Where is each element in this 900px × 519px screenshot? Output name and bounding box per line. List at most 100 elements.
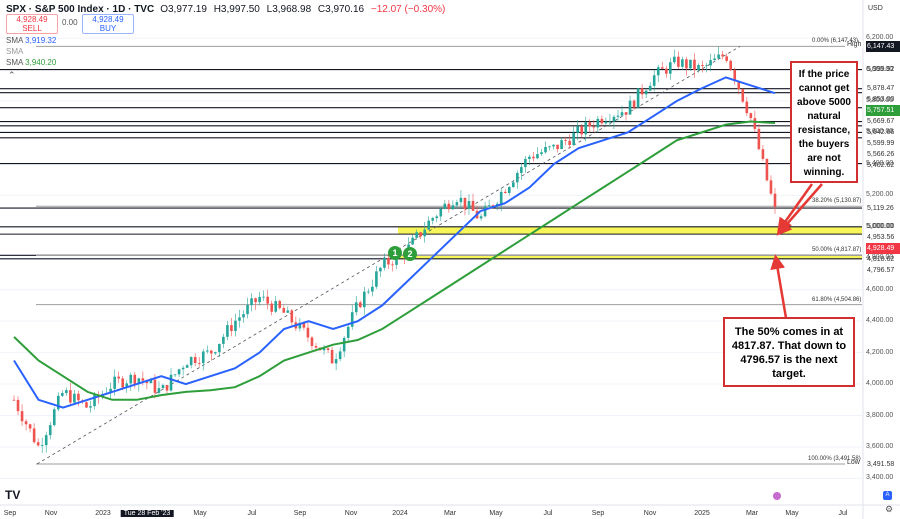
time-tick: May	[193, 510, 207, 517]
candle	[737, 81, 741, 90]
candle	[73, 393, 76, 403]
price-label: 4,818.62	[867, 256, 895, 264]
candle	[411, 237, 414, 245]
time-tick: Nov	[344, 510, 358, 517]
sma-value: 3,940.20	[25, 58, 57, 67]
candle	[177, 369, 181, 375]
candle	[656, 67, 660, 76]
candle	[379, 267, 382, 272]
marker-2[interactable]: 2	[403, 247, 417, 261]
candle	[673, 56, 676, 63]
candle	[640, 88, 644, 95]
currency-label: USD	[868, 5, 883, 12]
candle	[145, 380, 149, 384]
candle	[632, 100, 636, 108]
candle	[729, 60, 733, 70]
price-tick: 5,400.00	[866, 159, 894, 167]
candle	[121, 378, 125, 388]
candle	[483, 206, 487, 217]
candle	[648, 85, 652, 91]
price-tick: 5,600.00	[866, 128, 894, 136]
candle	[669, 62, 672, 74]
candle	[455, 202, 459, 206]
sma-label: SMA	[6, 36, 23, 45]
fib-label: 38.20% (5,130.87)	[812, 198, 862, 205]
candle	[604, 121, 608, 124]
candle	[612, 116, 616, 122]
candle	[463, 197, 467, 209]
candle	[592, 126, 596, 128]
buy-label: BUY	[99, 24, 117, 33]
settings-gear-icon[interactable]: ⚙	[885, 504, 894, 514]
time-tick: Tue 28 Feb '23	[120, 510, 174, 517]
price-label: 3,491.58	[867, 460, 895, 468]
candle	[185, 365, 189, 368]
price-tick: 3,600.00	[866, 442, 894, 450]
time-tick: 2025	[694, 510, 710, 517]
candle	[387, 258, 390, 265]
sma-indicator-3[interactable]: SMA 3,940.20	[6, 58, 56, 67]
high-value: H3,997.50	[213, 4, 260, 15]
buy-button[interactable]: 4,928.49 BUY	[82, 14, 134, 34]
candle	[516, 172, 519, 183]
support-zone	[398, 226, 862, 235]
candle	[761, 149, 765, 159]
auto-scale-button[interactable]: A	[883, 491, 892, 500]
candle	[133, 374, 137, 384]
price-tick: 6,200.00	[866, 34, 894, 42]
candle	[306, 327, 310, 338]
time-tick: Nov	[44, 510, 58, 517]
price-tick: 4,800.00	[866, 254, 894, 262]
candle	[741, 89, 745, 102]
sma-indicator-2[interactable]: SMA	[6, 47, 23, 56]
candle	[40, 445, 44, 446]
candle	[467, 200, 471, 209]
candle	[254, 298, 257, 303]
sma-indicator-1[interactable]: SMA 3,919.32	[6, 36, 56, 45]
time-tick: Mar	[745, 510, 759, 517]
price-tick: 5,000.00	[866, 222, 894, 230]
time-tick: 2023	[95, 510, 111, 517]
price-label: 5,669.67	[867, 118, 895, 126]
candle	[302, 322, 306, 328]
price-tick: 3,800.00	[866, 411, 894, 419]
candle	[165, 385, 169, 391]
candle	[330, 349, 334, 364]
price-label: 5,566.26	[867, 151, 895, 159]
candle	[286, 310, 290, 313]
candle	[117, 376, 120, 379]
buy-price: 4,928.49	[92, 15, 124, 24]
candle	[773, 193, 777, 208]
candle	[548, 146, 551, 148]
candle	[713, 58, 716, 61]
candle	[201, 351, 205, 364]
candle	[443, 203, 447, 209]
candle	[507, 187, 511, 193]
marker-1[interactable]: 1	[388, 246, 402, 260]
price-tick: 3,400.00	[866, 474, 894, 482]
tradingview-logo[interactable]: TV	[5, 488, 21, 502]
time-tick: May	[489, 510, 503, 517]
candle	[447, 203, 451, 210]
candle	[129, 374, 133, 384]
candle	[52, 409, 56, 426]
candle	[745, 101, 749, 114]
ohlc-readout: O3,977.19 H3,997.50 L3,968.98 C3,970.16 …	[160, 4, 449, 15]
time-tick: Sep	[3, 510, 17, 517]
collapse-icon[interactable]: ⌃	[8, 70, 16, 80]
price-label: 5,000.00	[867, 223, 895, 231]
candle	[725, 56, 728, 61]
candle	[568, 140, 571, 146]
flag-icon[interactable]	[773, 492, 781, 500]
candle	[588, 122, 592, 127]
candle	[181, 367, 185, 370]
candle	[664, 68, 668, 74]
annotation-target: The 50% comes in at 4817.87. That down t…	[723, 317, 855, 387]
candle	[689, 59, 692, 69]
candle	[608, 121, 612, 123]
candle	[125, 383, 129, 388]
candle	[56, 395, 60, 410]
annotation-arrow	[770, 254, 788, 319]
sell-button[interactable]: 4,928.49 SELL	[6, 14, 58, 34]
